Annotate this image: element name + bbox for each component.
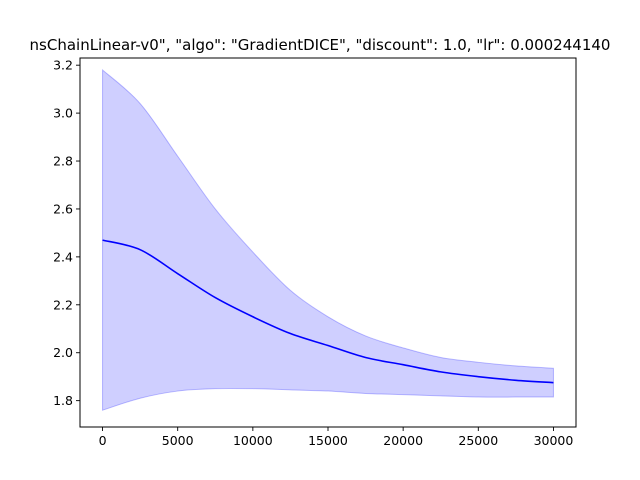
y-tick-label: 2.2 <box>53 297 73 312</box>
chart-title: nsChainLinear-v0", "algo": "GradientDICE… <box>30 36 611 54</box>
x-tick-label: 15000 <box>308 433 348 448</box>
mean-line <box>102 239 554 384</box>
y-tick-label: 2.0 <box>53 345 73 360</box>
x-tick-label: 5000 <box>162 433 194 448</box>
x-axis: 0 5000 10000 15000 20000 25000 30000 <box>99 427 574 448</box>
y-tick-label: 3.0 <box>53 106 73 121</box>
x-tick-label: 10000 <box>233 433 273 448</box>
confidence-band <box>102 68 554 411</box>
y-tick-label: 2.8 <box>53 154 73 169</box>
y-tick-label: 2.6 <box>53 201 73 216</box>
x-tick-label: 25000 <box>458 433 498 448</box>
x-tick-label: 0 <box>99 433 107 448</box>
y-axis: 1.8 2.0 2.2 2.4 2.6 2.8 3.0 3.2 <box>53 58 80 408</box>
plot-area <box>102 68 554 411</box>
y-tick-label: 1.8 <box>53 393 73 408</box>
x-tick-label: 30000 <box>534 433 574 448</box>
y-tick-label: 3.2 <box>53 58 73 73</box>
x-tick-label: 20000 <box>383 433 423 448</box>
y-tick-label: 2.4 <box>53 249 73 264</box>
